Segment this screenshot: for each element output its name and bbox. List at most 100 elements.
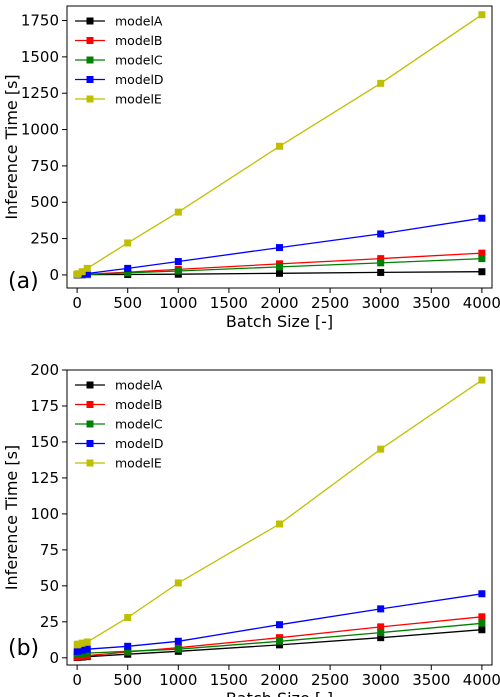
data-point-modelD xyxy=(124,264,132,272)
data-point-modelC xyxy=(83,649,91,657)
data-point-modelC xyxy=(124,269,132,277)
x-tick-label: 3500 xyxy=(412,671,450,689)
data-point-modelE xyxy=(83,638,91,646)
x-tick-label: 500 xyxy=(113,671,142,689)
data-point-modelA xyxy=(377,268,385,276)
data-point-modelE xyxy=(478,11,486,19)
legend-label-modelB: modelB xyxy=(115,33,163,48)
data-point-modelC xyxy=(174,645,182,653)
legend-label-modelA: modelA xyxy=(115,14,163,29)
legend-label-modelD: modelD xyxy=(115,72,164,87)
x-axis-label: Batch Size [-] xyxy=(226,312,333,331)
legend-marker-modelB xyxy=(86,37,94,44)
x-tick-label: 0 xyxy=(72,294,82,312)
y-tick-label: 1000 xyxy=(21,121,59,139)
panel-label: (b) xyxy=(8,636,39,661)
x-axis-label: Batch Size [-] xyxy=(226,689,333,697)
x-tick-label: 500 xyxy=(113,294,142,312)
legend-label-modelC: modelC xyxy=(115,53,163,68)
data-point-modelE xyxy=(276,142,283,150)
data-point-modelE xyxy=(377,79,385,87)
x-tick-label: 1500 xyxy=(210,671,248,689)
x-tick-label: 1500 xyxy=(210,294,248,312)
data-point-modelE xyxy=(174,208,182,216)
x-tick-label: 0 xyxy=(72,671,82,689)
data-point-modelA xyxy=(478,626,486,634)
legend-marker-modelA xyxy=(86,17,94,25)
data-point-modelC xyxy=(377,629,385,637)
data-point-modelD xyxy=(478,214,486,222)
x-tick-label: 3000 xyxy=(362,671,400,689)
data-point-modelC xyxy=(276,263,283,271)
y-tick-label: 0 xyxy=(49,266,59,284)
data-point-modelC xyxy=(276,637,283,645)
y-tick-label: 750 xyxy=(30,157,59,175)
data-point-modelE xyxy=(74,270,82,278)
data-point-modelD xyxy=(124,642,132,650)
data-point-modelD xyxy=(174,258,182,266)
x-tick-label: 2000 xyxy=(260,671,298,689)
y-tick-label: 0 xyxy=(49,649,59,667)
x-tick-label: 2000 xyxy=(260,294,298,312)
legend-marker-modelB xyxy=(86,401,94,408)
data-point-modelE xyxy=(83,264,91,272)
data-point-modelA xyxy=(478,268,486,276)
data-point-modelC xyxy=(478,255,486,263)
x-tick-label: 2500 xyxy=(311,294,349,312)
data-point-modelE xyxy=(174,579,182,587)
data-point-modelD xyxy=(478,590,486,598)
x-tick-label: 4000 xyxy=(463,294,500,312)
data-point-modelE xyxy=(124,614,132,622)
y-axis-label: Inference Time [s] xyxy=(2,74,21,219)
data-point-modelE xyxy=(276,520,283,528)
y-tick-label: 125 xyxy=(30,469,59,487)
data-point-modelE xyxy=(478,376,486,384)
data-point-modelE xyxy=(78,639,86,647)
data-point-modelA xyxy=(377,634,385,642)
data-point-modelE xyxy=(377,445,385,453)
data-point-modelB xyxy=(377,255,385,263)
data-point-modelC xyxy=(478,619,486,627)
data-point-modelE xyxy=(78,268,86,276)
panel-label: (a) xyxy=(8,269,39,294)
x-tick-label: 1000 xyxy=(159,671,197,689)
y-tick-label: 25 xyxy=(40,613,59,631)
data-point-modelB xyxy=(478,613,486,621)
legend-label-modelC: modelC xyxy=(115,417,163,432)
y-tick-label: 500 xyxy=(30,193,59,211)
legend-label-modelA: modelA xyxy=(115,378,163,393)
x-tick-label: 2500 xyxy=(311,671,349,689)
data-point-modelC xyxy=(124,647,132,655)
y-axis-label: Inference Time [s] xyxy=(2,445,21,590)
y-tick-label: 75 xyxy=(40,541,59,559)
legend-marker-modelC xyxy=(86,56,94,64)
data-point-modelC xyxy=(174,267,182,275)
x-tick-label: 3000 xyxy=(362,294,400,312)
data-point-modelD xyxy=(78,646,86,654)
y-tick-label: 1750 xyxy=(21,12,59,30)
data-point-modelB xyxy=(276,634,283,642)
x-tick-label: 1000 xyxy=(159,294,197,312)
legend-label-modelE: modelE xyxy=(115,92,162,107)
y-tick-label: 1250 xyxy=(21,84,59,102)
data-point-modelC xyxy=(377,259,385,267)
legend-label-modelE: modelE xyxy=(115,456,162,471)
legend-label-modelB: modelB xyxy=(115,397,163,412)
legend-marker-modelC xyxy=(86,420,94,428)
legend-marker-modelD xyxy=(86,440,94,447)
legend-marker-modelA xyxy=(86,381,94,389)
data-point-modelA xyxy=(276,641,283,649)
data-point-modelD xyxy=(83,269,91,277)
x-tick-label: 4000 xyxy=(463,671,500,689)
legend-marker-modelE xyxy=(86,95,94,103)
data-point-modelA xyxy=(276,269,283,277)
y-tick-label: 1500 xyxy=(21,48,59,66)
data-point-modelE xyxy=(124,239,132,247)
data-point-modelE xyxy=(74,640,82,648)
legend-marker-modelE xyxy=(86,459,94,467)
data-point-modelB xyxy=(377,623,385,631)
y-tick-label: 200 xyxy=(30,361,59,379)
data-point-modelD xyxy=(174,637,182,645)
data-point-modelD xyxy=(83,645,91,653)
